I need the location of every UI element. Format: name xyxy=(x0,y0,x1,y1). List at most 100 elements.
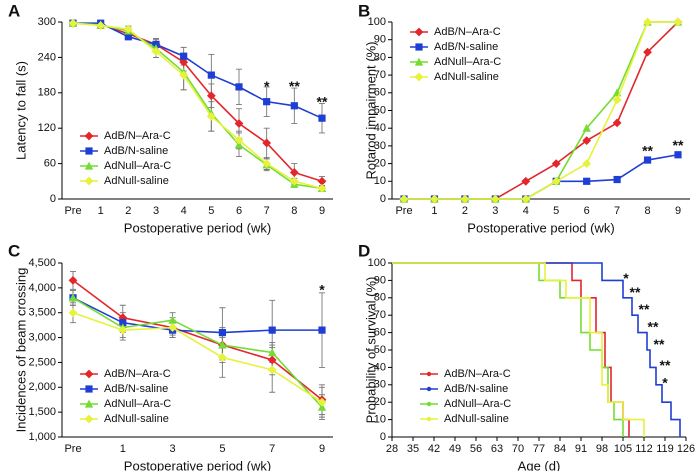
y-tick-label: 70 xyxy=(374,309,386,321)
x-tick-label: 112 xyxy=(635,443,653,455)
marker xyxy=(179,57,189,67)
marker xyxy=(317,183,327,193)
y-tick-label: 0 xyxy=(50,193,56,205)
y-tick-label: 240 xyxy=(38,51,56,63)
marker xyxy=(234,135,244,145)
marker xyxy=(68,308,78,318)
y-tick-label: 4,000 xyxy=(28,282,56,294)
y-tick-label: 90 xyxy=(374,34,386,46)
x-tick-label: 1 xyxy=(98,205,104,217)
panel-label: A xyxy=(8,1,20,20)
significance-mark: ** xyxy=(642,142,653,158)
y-axis-label: Latency to fall (s) xyxy=(13,61,28,160)
y-tick-label: 30 xyxy=(374,379,386,391)
marker xyxy=(267,355,277,365)
series-line xyxy=(72,22,323,190)
series-line xyxy=(72,297,323,408)
significance-mark: ** xyxy=(630,284,641,300)
series-line xyxy=(72,22,323,183)
series-line xyxy=(72,311,323,403)
marker xyxy=(263,98,271,106)
legend-label: AdB/N-saline xyxy=(444,383,508,395)
marker xyxy=(317,402,327,411)
y-tick-label: 100 xyxy=(368,16,386,28)
x-tick-label: 6 xyxy=(584,205,590,217)
x-tick-label: 70 xyxy=(512,443,524,455)
legend-label: AdNull-saline xyxy=(444,413,509,425)
y-tick-label: 2,000 xyxy=(28,381,56,393)
marker xyxy=(218,353,227,362)
y-tick-label: 2,500 xyxy=(28,356,56,368)
significance-mark: ** xyxy=(639,301,650,317)
y-tick-label: 3,000 xyxy=(28,331,56,343)
legend-label: AdNull-saline xyxy=(434,71,499,83)
marker xyxy=(426,386,432,392)
y-tick-label: 80 xyxy=(374,292,386,304)
x-tick-label: 42 xyxy=(428,443,440,455)
y-tick-label: 0 xyxy=(380,193,386,205)
legend-label: AdNull–Ara-C xyxy=(104,398,171,410)
x-tick-label: 8 xyxy=(291,205,297,217)
marker xyxy=(123,24,133,34)
y-tick-label: 50 xyxy=(374,344,386,356)
x-tick-label: 49 xyxy=(449,443,461,455)
marker xyxy=(207,71,215,79)
x-tick-label: 35 xyxy=(407,443,419,455)
marker xyxy=(414,72,424,82)
y-tick-label: 100 xyxy=(368,257,386,269)
marker xyxy=(84,399,94,408)
y-tick-label: 50 xyxy=(374,104,386,116)
series-line xyxy=(72,297,322,334)
marker xyxy=(84,414,94,424)
marker xyxy=(583,177,591,185)
marker xyxy=(268,326,276,334)
marker xyxy=(118,325,128,335)
y-tick-label: 120 xyxy=(38,122,56,134)
x-axis-label: Age (d) xyxy=(518,458,561,471)
marker xyxy=(235,83,243,91)
marker xyxy=(612,118,622,128)
marker xyxy=(84,176,94,186)
marker xyxy=(96,21,106,30)
marker xyxy=(179,70,189,80)
marker xyxy=(414,57,424,66)
y-tick-label: 90 xyxy=(374,274,386,286)
y-tick-label: 60 xyxy=(44,158,56,170)
x-tick-label: 9 xyxy=(675,205,681,217)
marker xyxy=(582,159,592,168)
marker xyxy=(399,194,409,204)
y-tick-label: 70 xyxy=(374,69,386,81)
y-tick-label: 60 xyxy=(374,87,386,99)
marker xyxy=(415,43,423,51)
x-tick-label: 119 xyxy=(656,443,674,455)
y-tick-label: 0 xyxy=(380,431,386,443)
legend-label: AdNull–Ara-C xyxy=(434,56,501,68)
marker xyxy=(551,176,561,186)
x-tick-label: Pre xyxy=(64,443,81,455)
significance-mark: ** xyxy=(317,93,328,109)
marker xyxy=(218,340,227,349)
series-line xyxy=(73,22,323,119)
panel-label: D xyxy=(358,241,370,260)
x-axis-label: Postoperative period (wk) xyxy=(467,220,614,235)
marker xyxy=(426,401,432,407)
x-tick-label: 7 xyxy=(264,205,270,217)
legend-label: AdB/N–Ara-C xyxy=(444,368,511,380)
marker xyxy=(206,112,216,121)
marker xyxy=(68,293,78,302)
x-tick-label: 105 xyxy=(614,443,632,455)
marker xyxy=(84,369,94,379)
survival-line xyxy=(392,262,681,437)
marker xyxy=(218,329,226,337)
series-line xyxy=(72,279,323,401)
x-axis-label: Postoperative period (wk) xyxy=(124,220,271,235)
significance-mark: * xyxy=(662,374,668,390)
x-tick-label: 9 xyxy=(319,205,325,217)
marker xyxy=(262,138,272,148)
marker xyxy=(582,136,592,145)
y-tick-label: 40 xyxy=(374,361,386,373)
x-tick-label: 1 xyxy=(431,205,437,217)
marker xyxy=(268,348,277,357)
y-axis-label: Incidences of beam crossing xyxy=(13,268,28,433)
